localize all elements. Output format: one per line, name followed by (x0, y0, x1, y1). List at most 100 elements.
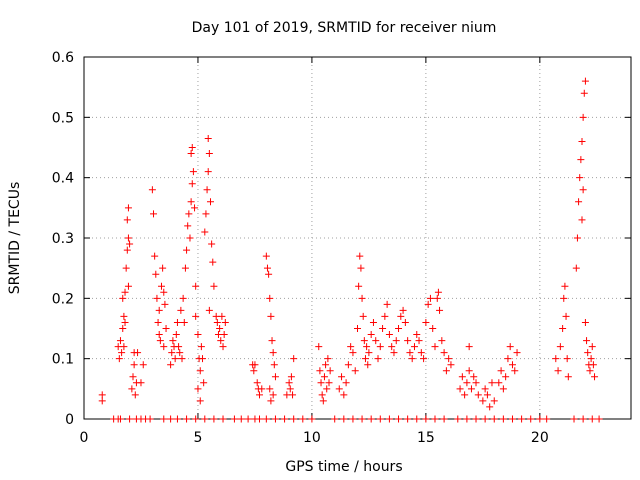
data-point (180, 318, 188, 326)
data-point (397, 312, 405, 320)
data-point (508, 361, 516, 369)
data-point (406, 349, 414, 357)
data-point (286, 385, 294, 393)
data-point (374, 355, 382, 363)
data-point (181, 264, 189, 272)
data-point (472, 415, 480, 423)
data-point (581, 318, 589, 326)
chart-title: Day 101 of 2019, SRMTID for receiver niu… (192, 20, 497, 36)
data-point (258, 385, 266, 393)
data-point (98, 391, 106, 399)
data-point (363, 343, 371, 351)
data-point (588, 415, 596, 423)
data-point (265, 270, 273, 278)
data-point (385, 415, 393, 423)
data-point (315, 343, 323, 351)
data-point (587, 355, 595, 363)
data-point (461, 391, 469, 399)
data-point (579, 186, 587, 194)
data-point (584, 349, 592, 357)
data-point (338, 373, 346, 381)
data-point (465, 343, 473, 351)
data-point (486, 403, 494, 411)
data-point (116, 415, 124, 423)
data-point (153, 294, 161, 302)
data-point (518, 415, 526, 423)
y-tick-label: 0.3 (52, 231, 74, 247)
data-point (354, 325, 361, 332)
data-point (173, 318, 181, 326)
data-point (583, 337, 591, 345)
data-point (205, 306, 213, 314)
data-point (429, 325, 437, 332)
data-point (178, 355, 186, 363)
data-point (201, 228, 209, 236)
data-point (196, 367, 204, 375)
data-point (326, 367, 334, 375)
data-point (576, 174, 584, 182)
data-point (122, 264, 130, 272)
data-point (463, 379, 471, 387)
data-point (506, 343, 514, 351)
data-point (154, 318, 162, 326)
data-point (210, 282, 218, 290)
data-point (146, 415, 154, 423)
data-point (266, 294, 274, 302)
data-point (434, 288, 442, 296)
data-point (148, 186, 156, 194)
data-point (188, 180, 196, 188)
data-point (497, 367, 505, 375)
data-point (595, 415, 603, 423)
data-point (186, 234, 194, 242)
data-point (263, 264, 271, 272)
data-point (130, 361, 138, 369)
data-point (115, 355, 123, 363)
data-point (392, 337, 400, 345)
data-point (344, 361, 352, 369)
data-point (308, 415, 316, 423)
data-point (120, 312, 128, 320)
data-point (204, 134, 212, 142)
data-point (319, 397, 327, 405)
data-point (504, 355, 512, 363)
y-tick-label: 0.1 (52, 352, 74, 368)
data-point (358, 294, 366, 302)
data-point (98, 397, 106, 405)
data-point (152, 270, 160, 278)
data-point (570, 415, 578, 423)
data-point (359, 312, 367, 320)
data-point (340, 415, 348, 423)
data-point (210, 415, 218, 423)
data-point (281, 415, 289, 423)
data-point (572, 264, 580, 272)
data-point (187, 198, 195, 206)
x-tick-label: 20 (531, 430, 549, 446)
data-point (349, 415, 357, 423)
data-point (120, 343, 128, 351)
data-point (445, 355, 453, 363)
data-point (262, 415, 270, 423)
data-point (552, 355, 560, 363)
tick-layer: 0 5 10 15 20 0 0.1 0.2 0.3 0.4 0.5 0.6 (52, 50, 631, 446)
data-point (194, 385, 202, 393)
data-point (196, 397, 204, 405)
data-point (179, 294, 187, 302)
data-point (121, 288, 129, 296)
data-point (213, 318, 221, 326)
data-point (481, 385, 489, 393)
data-point (197, 343, 205, 351)
data-point (369, 318, 377, 326)
data-point (139, 361, 147, 369)
data-point (324, 355, 332, 363)
data-point (323, 385, 331, 393)
data-point (358, 415, 366, 423)
data-point (415, 337, 423, 345)
data-point (208, 240, 216, 248)
data-point (562, 312, 570, 320)
data-point (342, 379, 350, 387)
y-tick-label: 0.4 (52, 171, 74, 187)
data-point (420, 355, 428, 363)
data-point (556, 343, 564, 351)
y-tick-label: 0.5 (52, 110, 74, 126)
data-point (137, 379, 145, 387)
